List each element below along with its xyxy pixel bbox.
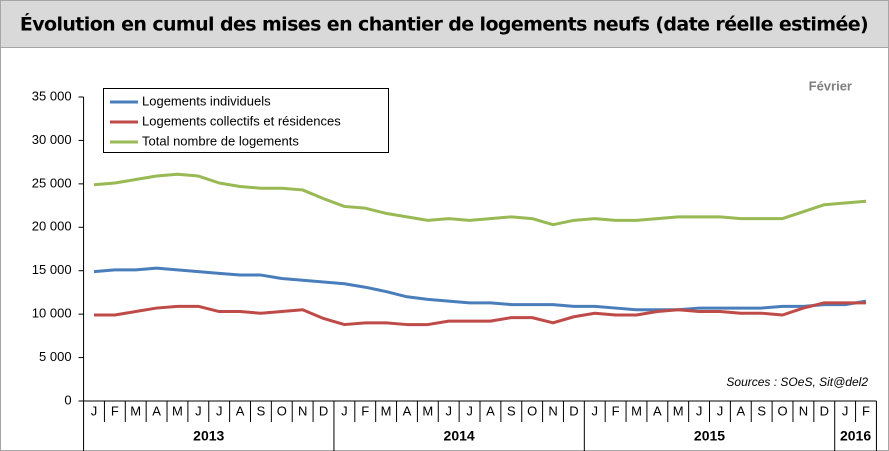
y-tick-label: 30 000 xyxy=(32,132,72,147)
x-tick-label: M xyxy=(673,403,684,418)
y-tick-label: 5 000 xyxy=(39,349,72,364)
year-label: 2016 xyxy=(840,428,871,444)
x-tick-label: M xyxy=(130,403,141,418)
x-tick-label: S xyxy=(757,403,766,418)
series-line xyxy=(93,266,867,312)
x-tick-label: M xyxy=(631,403,642,418)
x-tick-label: F xyxy=(612,403,620,418)
year-label: 2015 xyxy=(694,428,725,444)
x-tick-label: A xyxy=(653,403,662,418)
x-tick-label: J xyxy=(592,403,599,418)
x-tick-label: J xyxy=(842,403,849,418)
y-tick-label: 35 000 xyxy=(32,88,72,103)
x-tick-label: A xyxy=(236,403,245,418)
chart-title: Évolution en cumul des mises en chantier… xyxy=(20,13,868,36)
legend-label: Logements individuels xyxy=(142,93,271,108)
x-tick-label: J xyxy=(216,403,223,418)
year-label: 2013 xyxy=(193,428,224,444)
series-line xyxy=(93,172,867,227)
y-tick-label: 15 000 xyxy=(32,262,72,277)
x-tick-label: M xyxy=(381,403,392,418)
x-tick-label: N xyxy=(799,403,808,418)
x-tick-label: A xyxy=(486,403,495,418)
x-tick-label: A xyxy=(152,403,161,418)
x-tick-label: F xyxy=(862,403,870,418)
x-tick-label: D xyxy=(319,403,328,418)
x-tick-label: J xyxy=(466,403,473,418)
year-label: 2014 xyxy=(444,428,475,444)
y-tick-label: 0 xyxy=(64,392,71,407)
title-bar xyxy=(0,0,889,48)
series-line xyxy=(94,301,866,327)
x-tick-label: J xyxy=(91,403,98,418)
y-tick-label: 20 000 xyxy=(32,219,72,234)
x-tick-label: J xyxy=(445,403,452,418)
x-tick-label: J xyxy=(696,403,703,418)
x-tick-label: D xyxy=(820,403,829,418)
x-tick-label: F xyxy=(111,403,119,418)
x-tick-label: F xyxy=(361,403,369,418)
x-tick-label: A xyxy=(403,403,412,418)
y-tick-label: 10 000 xyxy=(32,306,72,321)
legend-label: Logements collectifs et résidences xyxy=(142,113,341,128)
annotation: Février xyxy=(809,78,852,93)
x-tick-label: O xyxy=(527,403,537,418)
x-tick-label: S xyxy=(507,403,516,418)
source: Sources : SOeS, Sit@del2 xyxy=(726,375,868,389)
y-tick-label: 25 000 xyxy=(32,175,72,190)
x-tick-label: M xyxy=(172,403,183,418)
x-tick-label: D xyxy=(569,403,578,418)
x-tick-label: N xyxy=(548,403,557,418)
x-tick-label: N xyxy=(298,403,307,418)
legend-box xyxy=(103,88,389,153)
x-tick-label: J xyxy=(195,403,202,418)
x-tick-label: A xyxy=(736,403,745,418)
x-tick-label: M xyxy=(422,403,433,418)
x-tick-label: O xyxy=(777,403,787,418)
x-tick-label: O xyxy=(277,403,287,418)
x-tick-label: J xyxy=(717,403,724,418)
x-tick-label: J xyxy=(341,403,348,418)
legend-label: Total nombre de logements xyxy=(142,133,299,148)
x-tick-label: S xyxy=(257,403,266,418)
